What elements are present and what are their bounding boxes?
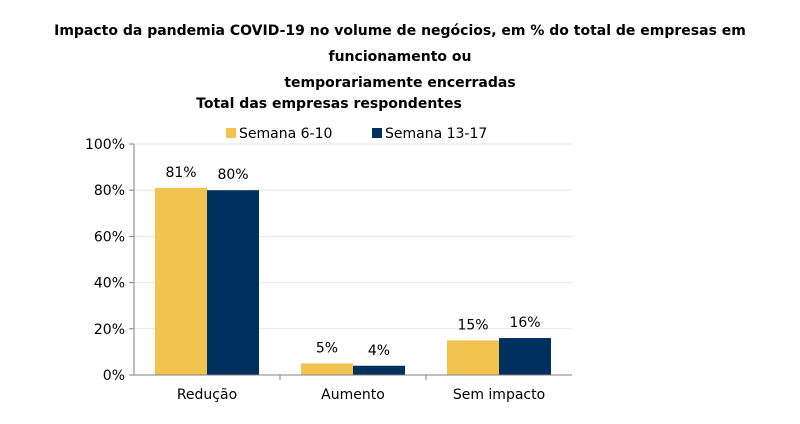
bar	[499, 338, 551, 375]
data-label: 5%	[316, 340, 338, 356]
x-category-label: Aumento	[321, 387, 385, 403]
bar	[447, 340, 499, 375]
data-label: 15%	[457, 317, 488, 333]
y-tick-label: 0%	[103, 368, 125, 384]
data-label: 81%	[165, 165, 196, 181]
y-tick-label: 60%	[94, 229, 125, 245]
legend-label: Semana 13-17	[385, 126, 487, 142]
bar	[353, 365, 405, 375]
axes: 0% 20% 40% 60% 80% 100% Redução Aumento Sem impa…	[85, 137, 572, 403]
bar	[207, 190, 259, 375]
data-label: 16%	[509, 315, 540, 331]
x-category-label: Redução	[177, 387, 237, 403]
chart-title-line2: temporariamente encerradas	[284, 75, 516, 91]
bar	[155, 187, 207, 375]
y-tick-label: 20%	[94, 322, 125, 338]
y-tick-label: 40%	[94, 276, 125, 292]
bar	[301, 363, 353, 375]
bars: 81% 80% 5% 4% 15% 16%	[155, 165, 551, 375]
chart-title: Impacto da pandemia COVID-19 no volume d…	[0, 18, 800, 96]
chart-title-line1: Impacto da pandemia COVID-19 no volume d…	[54, 23, 746, 65]
x-category-label: Sem impacto	[453, 387, 545, 403]
y-tick-label: 80%	[94, 183, 125, 199]
legend-swatch	[372, 128, 382, 138]
legend-swatch	[226, 128, 236, 138]
legend: Semana 6-10 Semana 13-17	[226, 126, 487, 142]
chart-subtitle: Total das empresas respondentes	[196, 96, 462, 112]
data-label: 80%	[217, 167, 248, 183]
data-label: 4%	[368, 343, 390, 359]
y-tick-label: 100%	[85, 137, 125, 153]
legend-label: Semana 6-10	[239, 126, 332, 142]
